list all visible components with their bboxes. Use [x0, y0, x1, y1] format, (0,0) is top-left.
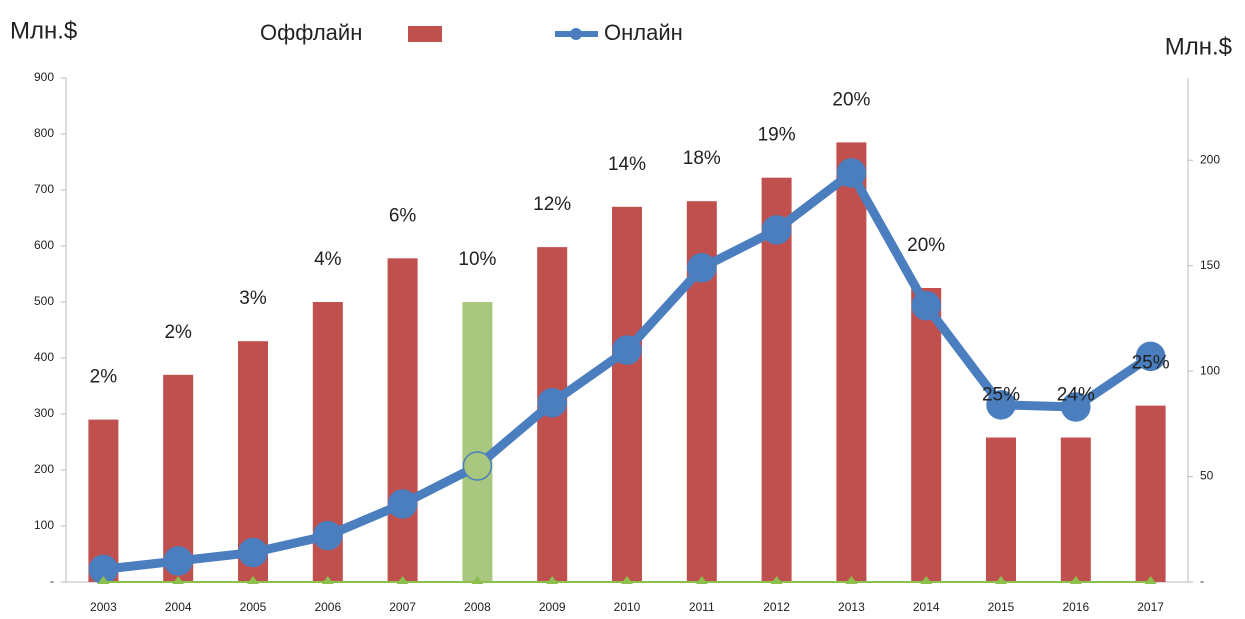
- bar: [462, 302, 493, 582]
- annotation: 2%: [90, 367, 118, 388]
- point: [313, 520, 343, 551]
- y-tick-label: -: [50, 574, 54, 588]
- point: [321, 576, 334, 584]
- bar: [836, 142, 867, 582]
- annotation: 18%: [683, 148, 721, 169]
- point: [1061, 392, 1091, 422]
- annotation: 2%: [164, 322, 192, 343]
- point: [238, 537, 268, 568]
- point: [97, 576, 110, 584]
- bar: [1135, 405, 1166, 582]
- annotation: 14%: [608, 154, 646, 175]
- x-tick-label: 2006: [314, 600, 341, 614]
- annotation: 10%: [458, 249, 496, 270]
- point: [1144, 576, 1157, 584]
- legend-label: Онлайн: [604, 20, 683, 45]
- point: [687, 253, 717, 283]
- legend-swatch: [408, 26, 442, 42]
- y-tick-label: 600: [34, 238, 54, 252]
- y-tick-label: 400: [34, 350, 54, 364]
- annotation: 24%: [1057, 385, 1095, 406]
- y-tick-label: 300: [34, 406, 54, 420]
- point: [761, 215, 792, 245]
- point: [163, 546, 193, 576]
- y-tick-label: 200: [34, 462, 54, 476]
- x-tick-label: 2010: [614, 600, 641, 614]
- bar: [612, 206, 642, 583]
- point: [546, 576, 559, 584]
- bar: [911, 288, 942, 582]
- y2-tick-label: 150: [1200, 258, 1220, 272]
- y2-axis-title: Млн.$: [1165, 33, 1232, 60]
- x-tick-label: 2014: [913, 600, 940, 614]
- point: [621, 576, 633, 584]
- point: [612, 335, 642, 365]
- x-tick-label: 2007: [389, 600, 416, 614]
- point: [396, 576, 409, 584]
- x-tick-label: 2012: [763, 600, 790, 614]
- x-tick-label: 2008: [464, 600, 491, 614]
- x-tick-label: 2003: [90, 600, 117, 614]
- x-tick-label: 2016: [1062, 600, 1089, 614]
- bar: [761, 177, 792, 582]
- point: [845, 576, 858, 584]
- annotation: 6%: [389, 205, 417, 226]
- y-tick-label: 900: [34, 70, 54, 84]
- point: [462, 451, 493, 481]
- annotation: 4%: [314, 249, 342, 270]
- x-tick-label: 2017: [1137, 600, 1164, 614]
- point: [995, 576, 1007, 584]
- point: [986, 390, 1016, 420]
- y-axis-title: Млн.$: [10, 17, 77, 44]
- point: [537, 388, 567, 418]
- point: [471, 576, 484, 584]
- annotation: 19%: [758, 125, 796, 146]
- y2-tick-label: -: [1200, 574, 1204, 588]
- point: [172, 576, 185, 584]
- point: [695, 576, 708, 584]
- bar: [387, 258, 418, 582]
- bar: [1060, 437, 1091, 582]
- y-tick-label: 800: [34, 126, 54, 140]
- x-tick-label: 2005: [240, 600, 267, 614]
- y-tick-label: 700: [34, 182, 54, 196]
- annotation: 3%: [239, 288, 267, 309]
- x-tick-label: 2013: [838, 600, 865, 614]
- x-tick-label: 2015: [988, 600, 1015, 614]
- point: [770, 576, 783, 584]
- annotation: 25%: [982, 385, 1020, 406]
- point: [911, 290, 941, 321]
- y-tick-label: 500: [34, 294, 54, 308]
- legend-label: Оффлайн: [260, 20, 362, 45]
- point: [836, 158, 867, 188]
- bar: [986, 437, 1016, 582]
- point: [1069, 576, 1082, 584]
- y-tick-label: 100: [34, 518, 54, 532]
- point: [1135, 341, 1166, 372]
- x-tick-label: 2011: [689, 600, 715, 614]
- y2-tick-label: 100: [1200, 363, 1220, 377]
- point: [920, 576, 933, 584]
- annotation: 25%: [1132, 353, 1170, 374]
- x-tick-label: 2009: [539, 600, 566, 614]
- legend-swatch: [570, 28, 582, 40]
- annotation: 20%: [832, 89, 870, 110]
- x-tick-label: 2004: [165, 600, 192, 614]
- point: [387, 489, 418, 519]
- annotation: 20%: [907, 235, 945, 256]
- point: [247, 576, 259, 584]
- y2-tick-label: 50: [1200, 469, 1214, 483]
- y2-tick-label: 200: [1200, 152, 1220, 166]
- annotation: 12%: [533, 194, 571, 215]
